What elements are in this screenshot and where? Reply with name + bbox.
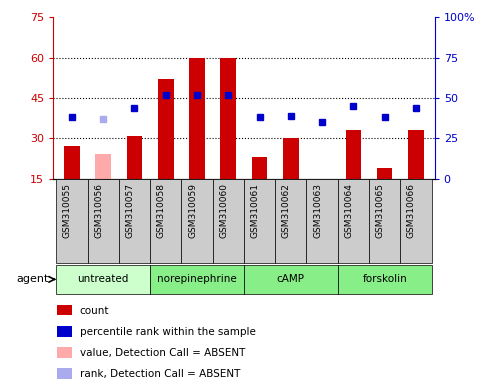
Text: norepinephrine: norepinephrine bbox=[157, 274, 237, 285]
Bar bbox=[408, 130, 424, 179]
Text: GSM310058: GSM310058 bbox=[156, 183, 166, 238]
Text: forskolin: forskolin bbox=[362, 274, 407, 285]
Text: GSM310057: GSM310057 bbox=[126, 183, 134, 238]
Bar bbox=[87, 179, 119, 263]
Bar bbox=[369, 179, 400, 263]
Bar bbox=[158, 79, 173, 179]
Bar bbox=[127, 136, 142, 179]
Text: percentile rank within the sample: percentile rank within the sample bbox=[80, 327, 256, 337]
Bar bbox=[56, 265, 150, 294]
Bar bbox=[338, 179, 369, 263]
Bar bbox=[400, 179, 432, 263]
Bar bbox=[150, 179, 181, 263]
Bar bbox=[56, 179, 87, 263]
Text: GSM310066: GSM310066 bbox=[407, 183, 416, 238]
Text: GSM310059: GSM310059 bbox=[188, 183, 197, 238]
Bar bbox=[64, 146, 80, 179]
Bar bbox=[275, 179, 307, 263]
Bar bbox=[57, 326, 72, 336]
Bar bbox=[307, 179, 338, 263]
Bar bbox=[57, 347, 72, 358]
Bar bbox=[150, 265, 244, 294]
Text: GSM310060: GSM310060 bbox=[219, 183, 228, 238]
Text: GSM310056: GSM310056 bbox=[94, 183, 103, 238]
Bar bbox=[377, 168, 393, 179]
Text: GSM310061: GSM310061 bbox=[251, 183, 259, 238]
Bar bbox=[220, 58, 236, 179]
Text: GSM310055: GSM310055 bbox=[63, 183, 72, 238]
Text: cAMP: cAMP bbox=[277, 274, 305, 285]
Text: value, Detection Call = ABSENT: value, Detection Call = ABSENT bbox=[80, 348, 245, 358]
Text: GSM310063: GSM310063 bbox=[313, 183, 322, 238]
Bar bbox=[244, 179, 275, 263]
Bar bbox=[189, 58, 205, 179]
Bar bbox=[57, 305, 72, 315]
Text: GSM310062: GSM310062 bbox=[282, 183, 291, 238]
Bar bbox=[283, 138, 298, 179]
Text: GSM310064: GSM310064 bbox=[344, 183, 354, 238]
Bar bbox=[181, 179, 213, 263]
Text: untreated: untreated bbox=[77, 274, 129, 285]
Bar bbox=[345, 130, 361, 179]
Bar bbox=[95, 154, 111, 179]
Text: rank, Detection Call = ABSENT: rank, Detection Call = ABSENT bbox=[80, 369, 240, 379]
Text: count: count bbox=[80, 306, 109, 316]
Bar bbox=[252, 157, 268, 179]
Bar bbox=[338, 265, 432, 294]
Bar bbox=[119, 179, 150, 263]
Bar bbox=[213, 179, 244, 263]
Bar bbox=[57, 368, 72, 379]
Bar bbox=[244, 265, 338, 294]
Text: GSM310065: GSM310065 bbox=[376, 183, 384, 238]
Text: agent: agent bbox=[16, 274, 48, 285]
